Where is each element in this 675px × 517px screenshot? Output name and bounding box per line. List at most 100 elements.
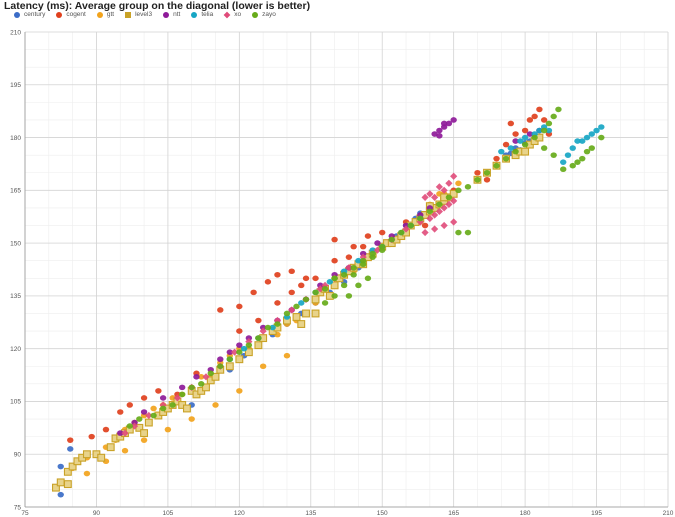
- point-gtt: [198, 374, 205, 380]
- point-zayo: [483, 169, 491, 176]
- point-cogent: [312, 275, 319, 282]
- x-tick-label: 75: [21, 510, 29, 517]
- point-xo: [440, 221, 448, 230]
- point-gtt: [236, 388, 243, 394]
- point-xo: [121, 429, 129, 437]
- point-telia: [588, 131, 595, 137]
- point-ntt: [526, 131, 534, 137]
- legend-marker-cogent: [56, 11, 63, 18]
- point-telia: [536, 127, 543, 134]
- point-zayo: [217, 363, 224, 370]
- legend-marker-century: [14, 11, 20, 18]
- point-cogent: [493, 155, 500, 162]
- point-cogent: [359, 243, 367, 250]
- point-level3: [63, 467, 72, 476]
- y-tick-label: 120: [10, 346, 21, 353]
- point-xo: [435, 207, 443, 216]
- legend-item-ntt[interactable]: ntt: [163, 11, 180, 18]
- legend-label-telia: telia: [201, 11, 214, 18]
- point-xo: [316, 285, 324, 293]
- point-zayo: [555, 106, 562, 113]
- point-zayo: [136, 416, 143, 422]
- point-xo: [435, 183, 443, 191]
- point-xo: [431, 225, 439, 233]
- point-cogent: [536, 106, 543, 113]
- point-cogent: [288, 268, 295, 275]
- point-cogent: [217, 307, 224, 313]
- point-zayo: [588, 145, 595, 151]
- point-telia: [355, 257, 362, 264]
- legend-item-century[interactable]: century: [14, 11, 45, 18]
- x-tick-label: 180: [520, 510, 531, 517]
- point-zayo: [159, 405, 167, 412]
- point-xo: [450, 172, 458, 180]
- chart-legend: century cogent gtt level3 ntt telia xo zayo: [14, 11, 287, 18]
- point-cogent: [140, 395, 148, 401]
- point-xo: [431, 211, 439, 219]
- point-xo: [450, 197, 458, 205]
- point-zayo: [236, 349, 243, 355]
- x-tick-label: 165: [448, 510, 459, 517]
- point-telia: [326, 279, 334, 285]
- point-zayo: [126, 423, 133, 429]
- legend-item-level3[interactable]: level3: [125, 11, 152, 18]
- point-zayo: [331, 293, 338, 299]
- point-zayo: [550, 113, 557, 120]
- point-xo: [440, 186, 448, 194]
- point-ntt: [436, 127, 443, 134]
- point-level3: [225, 362, 234, 371]
- point-cogent: [288, 289, 295, 296]
- point-xo: [230, 348, 239, 356]
- point-cogent: [117, 409, 124, 415]
- point-zayo: [540, 127, 548, 134]
- point-xo: [159, 401, 167, 409]
- y-tick-label: 135: [10, 293, 21, 300]
- point-level3: [52, 483, 60, 492]
- point-ntt: [450, 117, 457, 123]
- legend-item-telia[interactable]: telia: [191, 11, 213, 18]
- legend-item-xo[interactable]: xo: [223, 11, 241, 18]
- y-tick-label: 90: [14, 452, 22, 459]
- point-cogent: [507, 120, 515, 127]
- point-cogent: [331, 257, 338, 264]
- y-tick-label: 150: [10, 240, 21, 247]
- point-zayo: [417, 215, 424, 222]
- point-cogent: [298, 282, 305, 289]
- point-xo: [426, 190, 434, 198]
- point-zayo: [321, 286, 329, 292]
- point-zayo: [583, 148, 591, 155]
- point-zayo: [569, 162, 576, 169]
- point-xo: [202, 373, 210, 381]
- point-zayo: [398, 229, 405, 236]
- point-cogent: [350, 243, 357, 250]
- point-telia: [517, 138, 524, 144]
- point-zayo: [598, 134, 605, 141]
- point-xo: [421, 228, 429, 237]
- legend-item-gtt[interactable]: gtt: [96, 11, 114, 18]
- point-ntt: [140, 409, 148, 415]
- legend-item-zayo[interactable]: zayo: [252, 11, 276, 18]
- point-telia: [560, 159, 567, 165]
- point-zayo: [150, 412, 157, 419]
- point-cogent: [236, 303, 243, 310]
- legend-label-ntt: ntt: [173, 11, 181, 18]
- point-ntt: [374, 240, 381, 246]
- point-cogent: [483, 176, 491, 183]
- point-zayo: [321, 300, 329, 306]
- point-cogent: [236, 328, 243, 334]
- x-tick-label: 90: [93, 510, 101, 517]
- point-xo: [273, 316, 282, 325]
- point-zayo: [574, 159, 581, 165]
- point-zayo: [283, 310, 291, 317]
- point-zayo: [388, 236, 395, 243]
- point-zayo: [560, 166, 567, 173]
- point-zayo: [493, 162, 500, 169]
- x-tick-label: 210: [663, 510, 674, 517]
- y-tick-label: 105: [10, 399, 21, 406]
- legend-item-cogent[interactable]: cogent: [56, 11, 86, 18]
- point-cogent: [264, 279, 272, 285]
- point-telia: [298, 300, 305, 306]
- point-telia: [564, 152, 572, 158]
